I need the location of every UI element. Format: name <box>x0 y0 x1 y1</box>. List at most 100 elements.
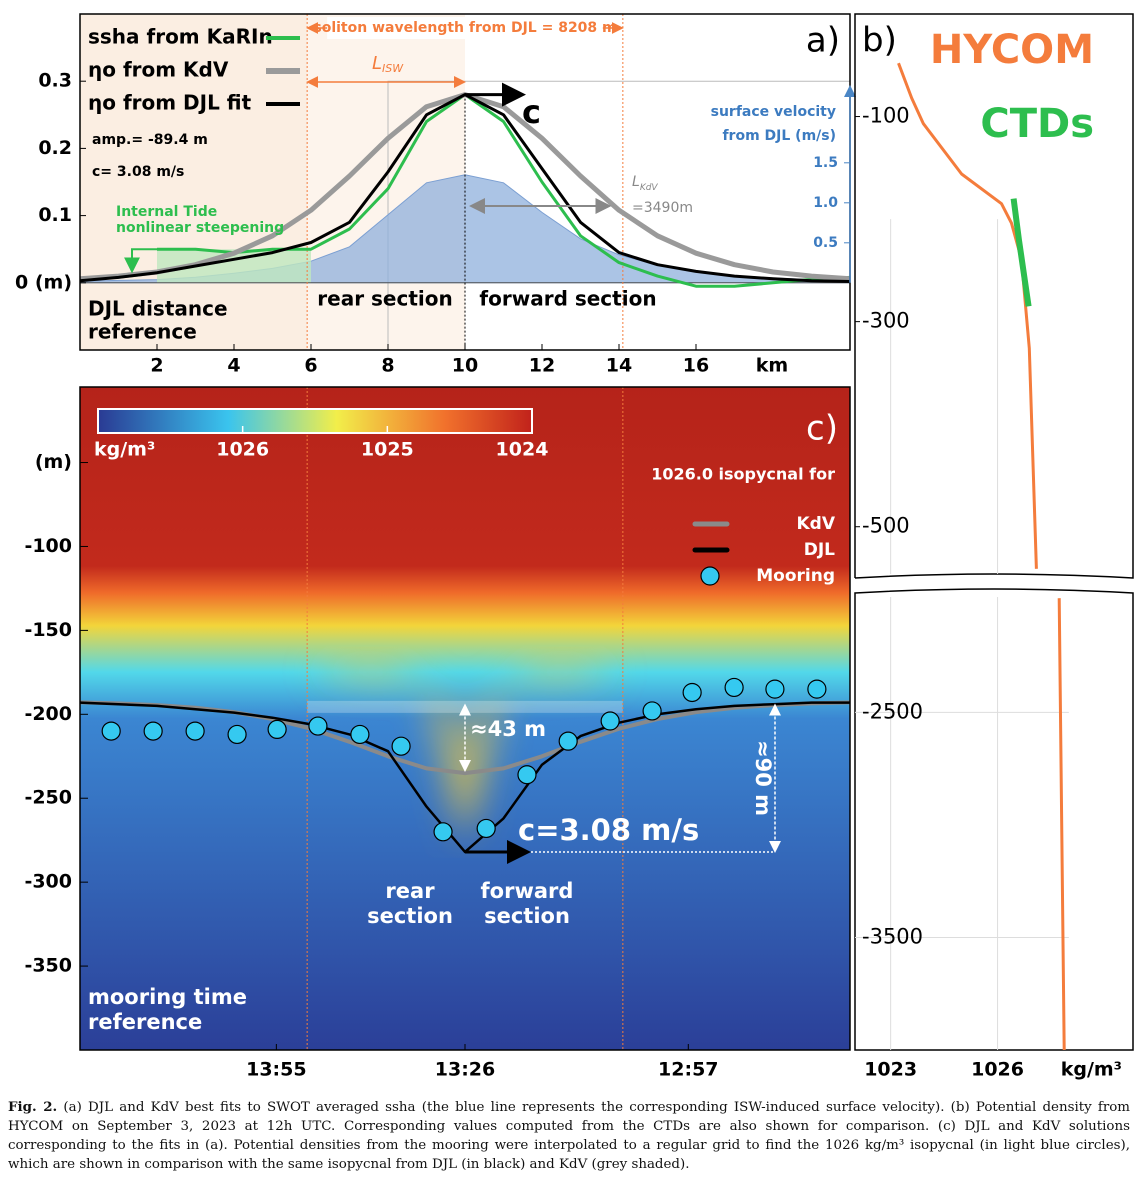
colorbar <box>97 408 533 434</box>
annotation: mooring time <box>88 985 247 1009</box>
annotation: section <box>367 904 453 928</box>
mooring-point <box>682 682 702 703</box>
x-tick-label: 6 <box>304 355 317 377</box>
panel-label: b) <box>862 21 897 61</box>
y2-tick-label: 0.5 <box>813 235 838 251</box>
panel-frame <box>854 588 1134 1051</box>
x-tick-label: 13:26 <box>435 1059 495 1081</box>
mooring-point <box>267 719 287 740</box>
tide-fill <box>157 249 311 283</box>
x-tick-label: 2 <box>150 355 163 377</box>
x-tick-label: 1026 <box>971 1059 1024 1081</box>
annotation-main: L <box>372 53 382 74</box>
mooring-point <box>558 731 578 751</box>
colorbar-tick-label: 1025 <box>361 439 414 461</box>
colorbar-tick-label: 1026 <box>216 439 269 461</box>
legend-title: 1026.0 isopycnal for <box>651 465 835 484</box>
panel-label: c) <box>806 409 838 449</box>
legend-label: ssha from KaRIn <box>88 25 273 49</box>
legend-label: KdV <box>797 514 836 534</box>
x-tick-label: 16 <box>683 355 709 377</box>
annotation-sub: ISW <box>382 62 404 75</box>
y-tick-label: (m) <box>35 451 72 473</box>
y2-axis-label: from DJL (m/s) <box>722 128 836 144</box>
annotation: amp.= -89.4 m <box>92 132 208 148</box>
x-tick-label: 13:55 <box>246 1059 306 1081</box>
x-axis-label: km <box>756 355 788 377</box>
annotation: forward section <box>479 287 656 311</box>
annotation: DJL distance <box>88 297 228 321</box>
mooring-point <box>517 765 537 785</box>
y-tick-label: -200 <box>24 703 72 725</box>
y-tick-label: -100 <box>862 104 910 128</box>
y2-tick-label: 1.5 <box>813 155 838 171</box>
legend-label: ηo from DJL fit <box>88 91 252 115</box>
y2-axis-label: surface velocity <box>711 104 836 120</box>
annotation: reference <box>88 320 197 344</box>
annotation: reference <box>88 1010 202 1034</box>
y-tick-label: -2500 <box>862 699 923 723</box>
mooring-point <box>433 822 453 842</box>
label-bg <box>327 17 603 39</box>
mooring-point <box>600 711 620 731</box>
annotation: nonlinear steepening <box>116 220 284 236</box>
annotation: =3490m <box>632 200 693 216</box>
legend-label: Mooring <box>756 566 835 586</box>
annotation: c=3.08 m/s <box>518 813 699 847</box>
legend-label: CTDs <box>980 101 1094 147</box>
x-tick-label: 10 <box>452 355 478 377</box>
annotation: soliton wavelength from DJL = 8208 m <box>313 20 616 36</box>
caption: Fig. 2. (a) DJL and KdV best fits to SWO… <box>8 1098 1130 1174</box>
y-tick-label: 0.3 <box>38 70 72 92</box>
annotation-sub: KdV <box>640 183 659 193</box>
x-tick-label: 8 <box>381 355 394 377</box>
x-tick-label: 14 <box>606 355 632 377</box>
mooring-point <box>308 716 328 736</box>
annotation: rear <box>385 879 435 903</box>
legend-label: ηo from KdV <box>88 58 229 82</box>
profile-line <box>897 62 1066 1051</box>
annotation: c= 3.08 m/s <box>92 164 184 180</box>
y-tick-label: -150 <box>24 619 72 641</box>
legend-swatch <box>700 566 720 586</box>
x-tick-label: 1023 <box>864 1059 917 1081</box>
mooring-point <box>476 818 496 839</box>
y-tick-label: -500 <box>862 514 910 538</box>
legend-label: DJL <box>804 540 835 560</box>
annotation: forward <box>481 879 574 903</box>
y-tick-label: -3500 <box>862 924 923 948</box>
x-tick-label: 12 <box>529 355 555 377</box>
y-tick-label: -300 <box>862 309 910 333</box>
annotation: ≈43 m <box>470 717 546 741</box>
annotation: LKdV <box>632 174 658 193</box>
y-tick-label: -250 <box>24 787 72 809</box>
mooring-point <box>391 736 411 756</box>
legend-label: HYCOM <box>930 27 1094 73</box>
y-tick-label: 0.2 <box>38 137 72 159</box>
y-tick-label: 0 (m) <box>15 271 72 293</box>
y-tick-label: 0.1 <box>38 204 72 226</box>
caption-text: (a) DJL and KdV best fits to SWOT averag… <box>8 1100 1130 1172</box>
y-tick-label: -350 <box>24 955 72 977</box>
mooring-point <box>143 721 163 741</box>
tide-arrow <box>124 248 157 274</box>
y-tick-label: -100 <box>24 535 72 557</box>
mooring-point <box>642 701 662 721</box>
annotation-main: L <box>632 174 640 190</box>
annotation: rear section <box>317 287 452 311</box>
mooring-point <box>185 721 205 741</box>
mooring-point <box>350 724 370 745</box>
panel-frame <box>854 13 1134 579</box>
mooring-point <box>765 679 785 699</box>
mooring-point <box>101 721 121 741</box>
x-axis-label: kg/m³ <box>1061 1059 1122 1081</box>
mooring-point <box>724 677 744 698</box>
x-tick-label: 4 <box>227 355 240 377</box>
data-line <box>157 93 851 288</box>
annotation: LISW <box>372 53 404 75</box>
annotation: section <box>484 904 570 928</box>
caption-label: Fig. 2. <box>8 1099 58 1115</box>
annotation: ≈90 m <box>751 740 775 816</box>
colorbar-tick-label: 1024 <box>496 439 549 461</box>
